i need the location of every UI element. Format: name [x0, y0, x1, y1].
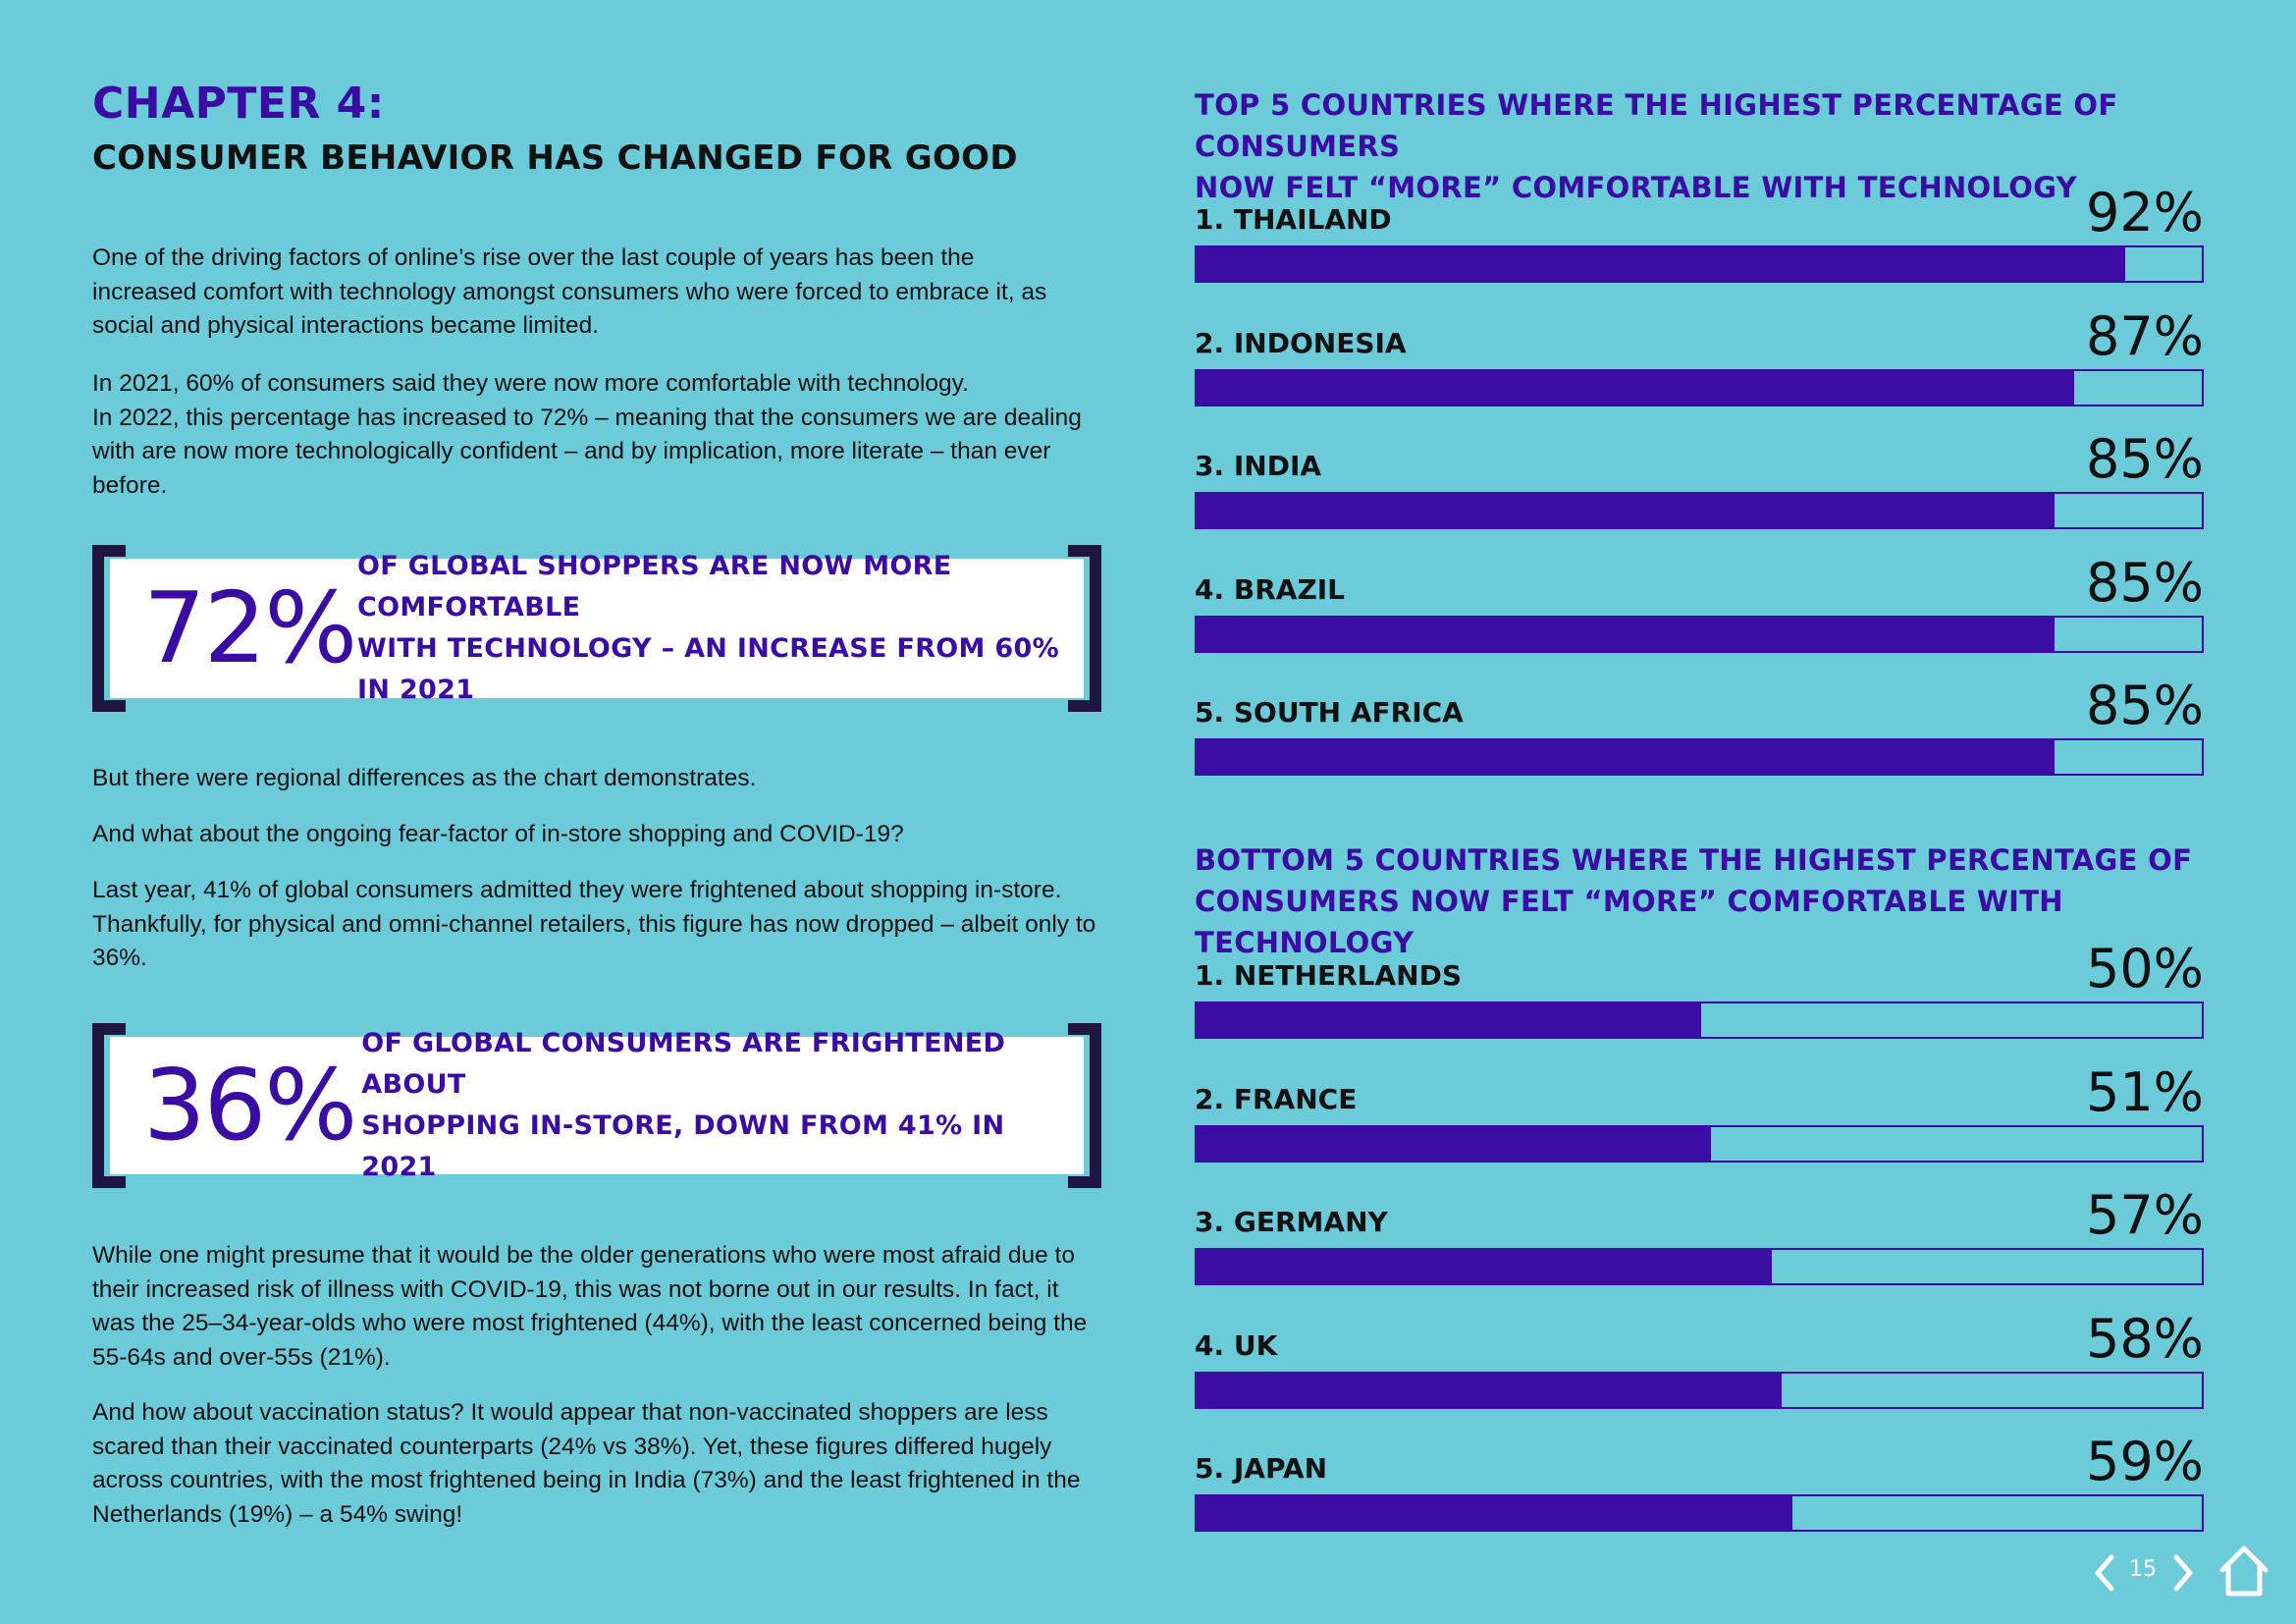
vaccination-paragraph: And how about vaccination status? It wou…: [92, 1399, 1081, 1528]
bar-value-label: 59%: [2085, 1431, 2204, 1492]
page-navigation: 15: [2090, 1543, 2276, 1602]
callout-big-number: 72%: [143, 570, 357, 685]
bracket-right: [1068, 1023, 1101, 1188]
bar-track: [1195, 492, 2204, 529]
bar-row: 5. SOUTH AFRICA 85%: [1195, 677, 2204, 776]
bar: [1197, 1371, 1783, 1409]
callout-line2: SHOPPING IN-STORE, DOWN FROM 41% IN 2021: [361, 1110, 1005, 1182]
bar-track: [1195, 368, 2204, 406]
callout-72: 72% OF GLOBAL SHOPPERS ARE NOW MORE COMF…: [92, 545, 1101, 712]
bar-value-label: 92%: [2085, 182, 2204, 244]
bar-value-label: 87%: [2085, 304, 2204, 367]
chevron-left-icon[interactable]: [2090, 1551, 2119, 1595]
bracket-right: [1068, 545, 1101, 712]
chart-top5-bars: 1. THAILAND 92% 2. INDONESIA 87% 3. INDIA 85%…: [1195, 185, 2204, 776]
chart-title-line1: BOTTOM 5 COUNTRIES WHERE THE HIGHEST PER…: [1195, 843, 2193, 877]
bar-track: [1195, 738, 2204, 776]
bar: [1197, 1494, 1792, 1532]
bar-track: [1195, 245, 2204, 283]
stats-paragraph: In 2021, 60% of consumers said they were…: [92, 367, 1103, 503]
intro-paragraph: One of the driving factors of online’s r…: [92, 244, 1047, 339]
bar-row: 4. UK 58%: [1195, 1311, 2204, 1409]
age-paragraph: While one might presume that it would be…: [92, 1242, 1088, 1371]
bar-value-label: 50%: [2085, 938, 2204, 1000]
bar-row: 1. NETHERLANDS 50%: [1195, 941, 2204, 1039]
regional-paragraph: But there were regional differences as t…: [92, 765, 757, 791]
bar-category-label: 3. GERMANY: [1195, 1206, 1388, 1238]
bar-row: 4. BRAZIL 85%: [1195, 555, 2204, 653]
frightened-paragraph: Last year, 41% of global consumers admit…: [92, 877, 1096, 971]
left-column: CHAPTER 4: CONSUMER BEHAVIOR HAS CHANGED…: [92, 79, 1103, 178]
callout-big-number: 36%: [143, 1048, 357, 1163]
bar-row: 3. INDIA 85%: [1195, 431, 2204, 529]
callout-body: 72% OF GLOBAL SHOPPERS ARE NOW MORE COMF…: [110, 551, 1084, 705]
bar-category-label: 2. INDONESIA: [1195, 326, 1407, 359]
bar-value-label: 51%: [2085, 1060, 2204, 1123]
page-number: 15: [2129, 1557, 2157, 1582]
bar-value-label: 57%: [2085, 1184, 2204, 1246]
callout-line2: WITH TECHNOLOGY – AN INCREASE FROM 60% I…: [357, 633, 1059, 705]
bar-track: [1195, 1371, 2204, 1409]
bar-track: [1195, 615, 2204, 653]
bar-category-label: 2. FRANCE: [1195, 1082, 1358, 1115]
bar-category-label: 1. NETHERLANDS: [1195, 959, 1463, 992]
bar-category-label: 3. INDIA: [1195, 450, 1322, 482]
bar-category-label: 1. THAILAND: [1195, 203, 1392, 236]
bar: [1197, 245, 2125, 283]
bar-row: 1. THAILAND 92%: [1195, 185, 2204, 283]
chart-bottom5: BOTTOM 5 COUNTRIES WHERE THE HIGHEST PER…: [1195, 839, 2204, 963]
chart-title: TOP 5 COUNTRIES WHERE THE HIGHEST PERCEN…: [1195, 84, 2204, 208]
chart-top5: TOP 5 COUNTRIES WHERE THE HIGHEST PERCEN…: [1195, 84, 2204, 208]
bar: [1197, 368, 2075, 406]
bar-row: 3. GERMANY 57%: [1195, 1187, 2204, 1285]
bar-value-label: 58%: [2085, 1307, 2204, 1370]
bar: [1197, 1001, 1701, 1039]
bar: [1197, 1124, 1712, 1163]
bar: [1197, 1248, 1772, 1285]
bar-row: 5. JAPAN 59%: [1195, 1434, 2204, 1532]
bar: [1197, 492, 2055, 529]
bar-category-label: 5. SOUTH AFRICA: [1195, 696, 1464, 729]
chevron-right-icon[interactable]: [2168, 1551, 2198, 1595]
bar-track: [1195, 1001, 2204, 1039]
callout-36: 36% OF GLOBAL CONSUMERS ARE FRIGHTENED A…: [92, 1023, 1101, 1188]
bar-track: [1195, 1124, 2204, 1163]
home-icon[interactable]: [2217, 1543, 2270, 1598]
bar-row: 2. FRANCE 51%: [1195, 1064, 2204, 1163]
chart-title-line2: NOW FELT “MORE” COMFORTABLE WITH TECHNOL…: [1195, 171, 2077, 204]
callout-text: OF GLOBAL CONSUMERS ARE FRIGHTENED ABOUT…: [361, 1023, 1084, 1188]
chart-title-line2: CONSUMERS NOW FELT “MORE” COMFORTABLE WI…: [1195, 885, 2063, 959]
bar-value-label: 85%: [2085, 551, 2204, 614]
bar-category-label: 5. JAPAN: [1195, 1452, 1328, 1485]
bar: [1197, 615, 2055, 653]
callout-body: 36% OF GLOBAL CONSUMERS ARE FRIGHTENED A…: [110, 1028, 1084, 1182]
chart-title-line1: TOP 5 COUNTRIES WHERE THE HIGHEST PERCEN…: [1195, 88, 2118, 163]
stats-paragraph-rest: In 2022, this percentage has increased t…: [92, 404, 1082, 499]
callout-line1: OF GLOBAL SHOPPERS ARE NOW MORE COMFORTA…: [357, 551, 952, 623]
bar-category-label: 4. BRAZIL: [1195, 572, 1346, 606]
bar-row: 2. INDONESIA 87%: [1195, 308, 2204, 406]
bar-track: [1195, 1494, 2204, 1532]
stats-paragraph-line1: In 2021, 60% of consumers said they were…: [92, 370, 969, 397]
bar-value-label: 85%: [2085, 675, 2204, 736]
fear-factor-paragraph: And what about the ongoing fear-factor o…: [92, 821, 904, 847]
bar-value-label: 85%: [2085, 428, 2204, 490]
bar: [1197, 738, 2055, 776]
chart-bottom5-bars: 1. NETHERLANDS 50% 2. FRANCE 51% 3. GERMANY 5…: [1195, 941, 2204, 1532]
callout-line1: OF GLOBAL CONSUMERS ARE FRIGHTENED ABOUT: [361, 1028, 1006, 1100]
bar-track: [1195, 1248, 2204, 1285]
chart-title: BOTTOM 5 COUNTRIES WHERE THE HIGHEST PER…: [1195, 839, 2204, 963]
callout-text: OF GLOBAL SHOPPERS ARE NOW MORE COMFORTA…: [357, 546, 1084, 711]
bracket-left: [92, 1023, 126, 1188]
chapter-subtitle: CONSUMER BEHAVIOR HAS CHANGED FOR GOOD: [92, 138, 1018, 178]
bar-category-label: 4. UK: [1195, 1328, 1278, 1362]
bracket-left: [92, 545, 126, 712]
chapter-heading: CHAPTER 4:: [92, 79, 385, 129]
